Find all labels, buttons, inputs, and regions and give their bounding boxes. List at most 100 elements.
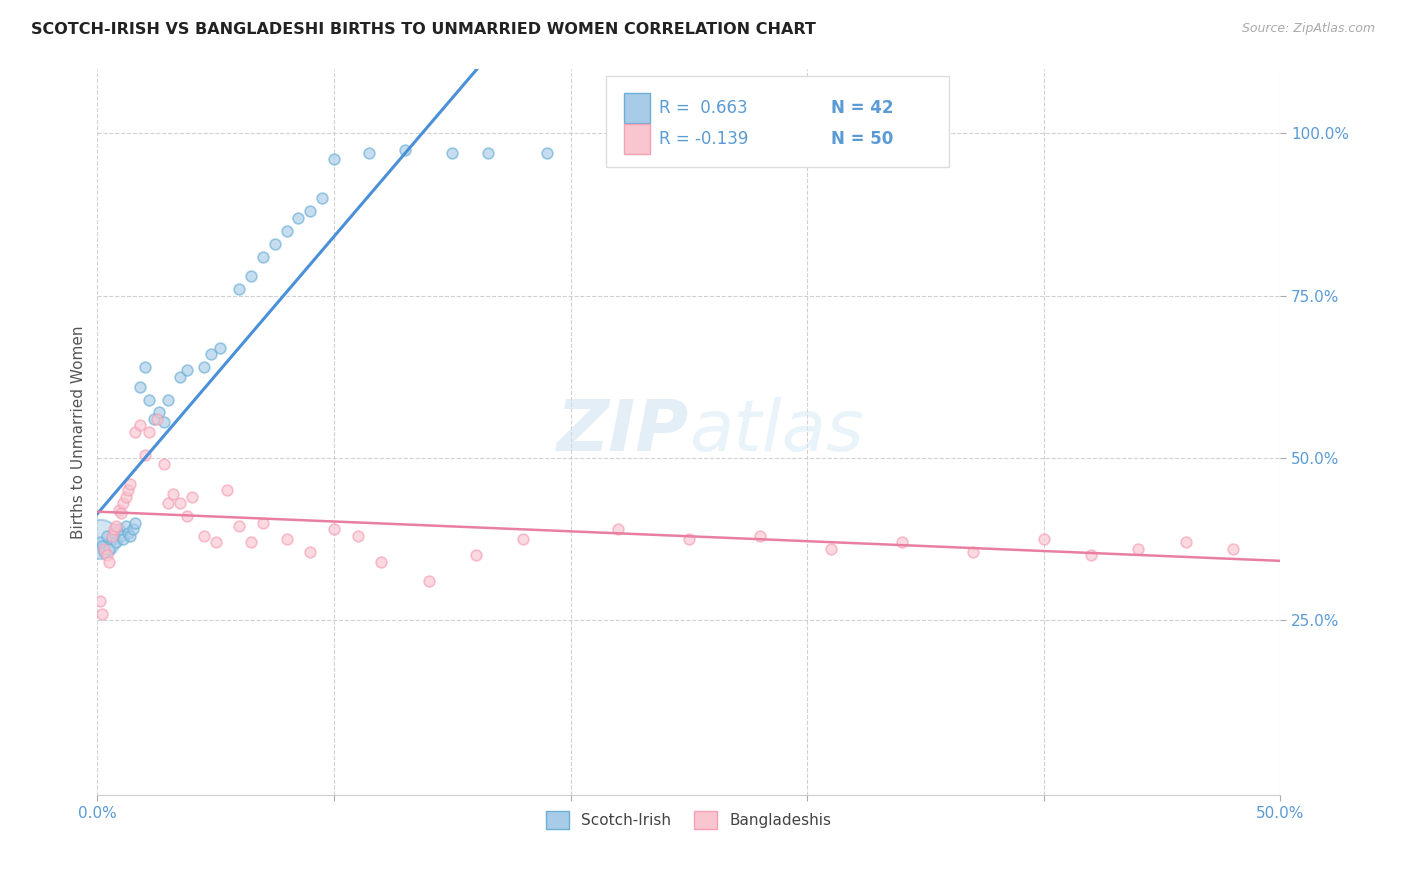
Point (748, 529, 770, 543)
Point (1222, 541, 1244, 556)
Point (311, 191, 333, 205)
Point (112, 532, 135, 546)
Point (370, 555, 392, 569)
Point (606, 522, 628, 536)
Point (107, 522, 129, 536)
Point (394, 143, 416, 157)
Point (114, 490, 136, 504)
Point (114, 519, 136, 533)
Point (477, 145, 499, 160)
Point (1174, 535, 1197, 549)
Point (96, 548, 118, 562)
Point (138, 392, 160, 407)
Point (100, 532, 122, 546)
Point (124, 516, 146, 530)
Point (263, 236, 285, 251)
Point (157, 392, 180, 407)
Point (103, 522, 125, 536)
Point (89, 535, 111, 549)
Point (169, 369, 191, 384)
Point (138, 425, 160, 439)
Point (91, 607, 114, 621)
Point (276, 532, 298, 546)
Point (820, 541, 842, 556)
Legend: Scotch-Irish, Bangladeshis: Scotch-Irish, Bangladeshis (540, 805, 838, 835)
Point (287, 211, 309, 225)
Text: R =  0.663: R = 0.663 (659, 99, 748, 117)
Point (1032, 532, 1054, 546)
Point (441, 145, 464, 160)
Point (110, 529, 132, 543)
Point (89, 593, 111, 607)
Point (464, 548, 486, 562)
Point (121, 522, 143, 536)
Point (117, 525, 139, 540)
Point (162, 486, 184, 500)
Point (890, 535, 912, 549)
Point (124, 425, 146, 439)
Text: R = -0.139: R = -0.139 (659, 130, 748, 148)
Point (299, 204, 322, 219)
Point (134, 448, 156, 462)
Point (228, 519, 250, 533)
Point (157, 496, 180, 510)
Point (120, 476, 142, 491)
Point (276, 224, 298, 238)
Point (299, 545, 322, 559)
Point (359, 145, 381, 160)
Point (240, 535, 263, 549)
Point (98, 541, 121, 556)
Point (91, 539, 114, 553)
Point (536, 145, 558, 160)
Text: N = 50: N = 50 (831, 130, 893, 148)
FancyBboxPatch shape (624, 93, 650, 123)
Point (346, 529, 368, 543)
Point (105, 519, 128, 533)
Text: Source: ZipAtlas.com: Source: ZipAtlas.com (1241, 22, 1375, 36)
Point (145, 412, 167, 426)
Point (252, 516, 274, 530)
Point (512, 532, 534, 546)
Point (323, 153, 346, 167)
Point (117, 483, 139, 498)
Point (228, 282, 250, 296)
Point (1128, 541, 1150, 556)
Point (1080, 548, 1102, 562)
FancyBboxPatch shape (606, 76, 949, 167)
Text: ZIP: ZIP (557, 398, 689, 467)
Point (169, 496, 191, 510)
Point (678, 532, 700, 546)
Point (105, 535, 128, 549)
Point (204, 535, 226, 549)
Point (240, 269, 263, 284)
Text: N = 42: N = 42 (831, 99, 893, 117)
Text: SCOTCH-IRISH VS BANGLADESHI BIRTHS TO UNMARRIED WOMEN CORRELATION CHART: SCOTCH-IRISH VS BANGLADESHI BIRTHS TO UN… (31, 22, 815, 37)
Point (252, 250, 274, 264)
Point (100, 529, 122, 543)
Point (96, 529, 118, 543)
Point (176, 509, 198, 524)
Point (143, 412, 166, 426)
Point (193, 359, 215, 374)
Point (103, 525, 125, 540)
Point (217, 483, 239, 498)
Point (323, 522, 346, 536)
Point (418, 574, 440, 589)
Point (93, 545, 115, 559)
Point (209, 341, 232, 355)
Point (152, 458, 174, 472)
Point (120, 529, 142, 543)
Y-axis label: Births to Unmarried Women: Births to Unmarried Women (72, 326, 86, 539)
FancyBboxPatch shape (624, 124, 650, 154)
Point (110, 506, 132, 520)
Point (200, 347, 222, 361)
Point (148, 405, 170, 419)
Point (98, 555, 121, 569)
Point (134, 359, 156, 374)
Point (176, 363, 198, 377)
Point (93, 541, 115, 556)
Point (193, 529, 215, 543)
Point (152, 415, 174, 429)
Point (181, 490, 204, 504)
Point (129, 379, 152, 393)
